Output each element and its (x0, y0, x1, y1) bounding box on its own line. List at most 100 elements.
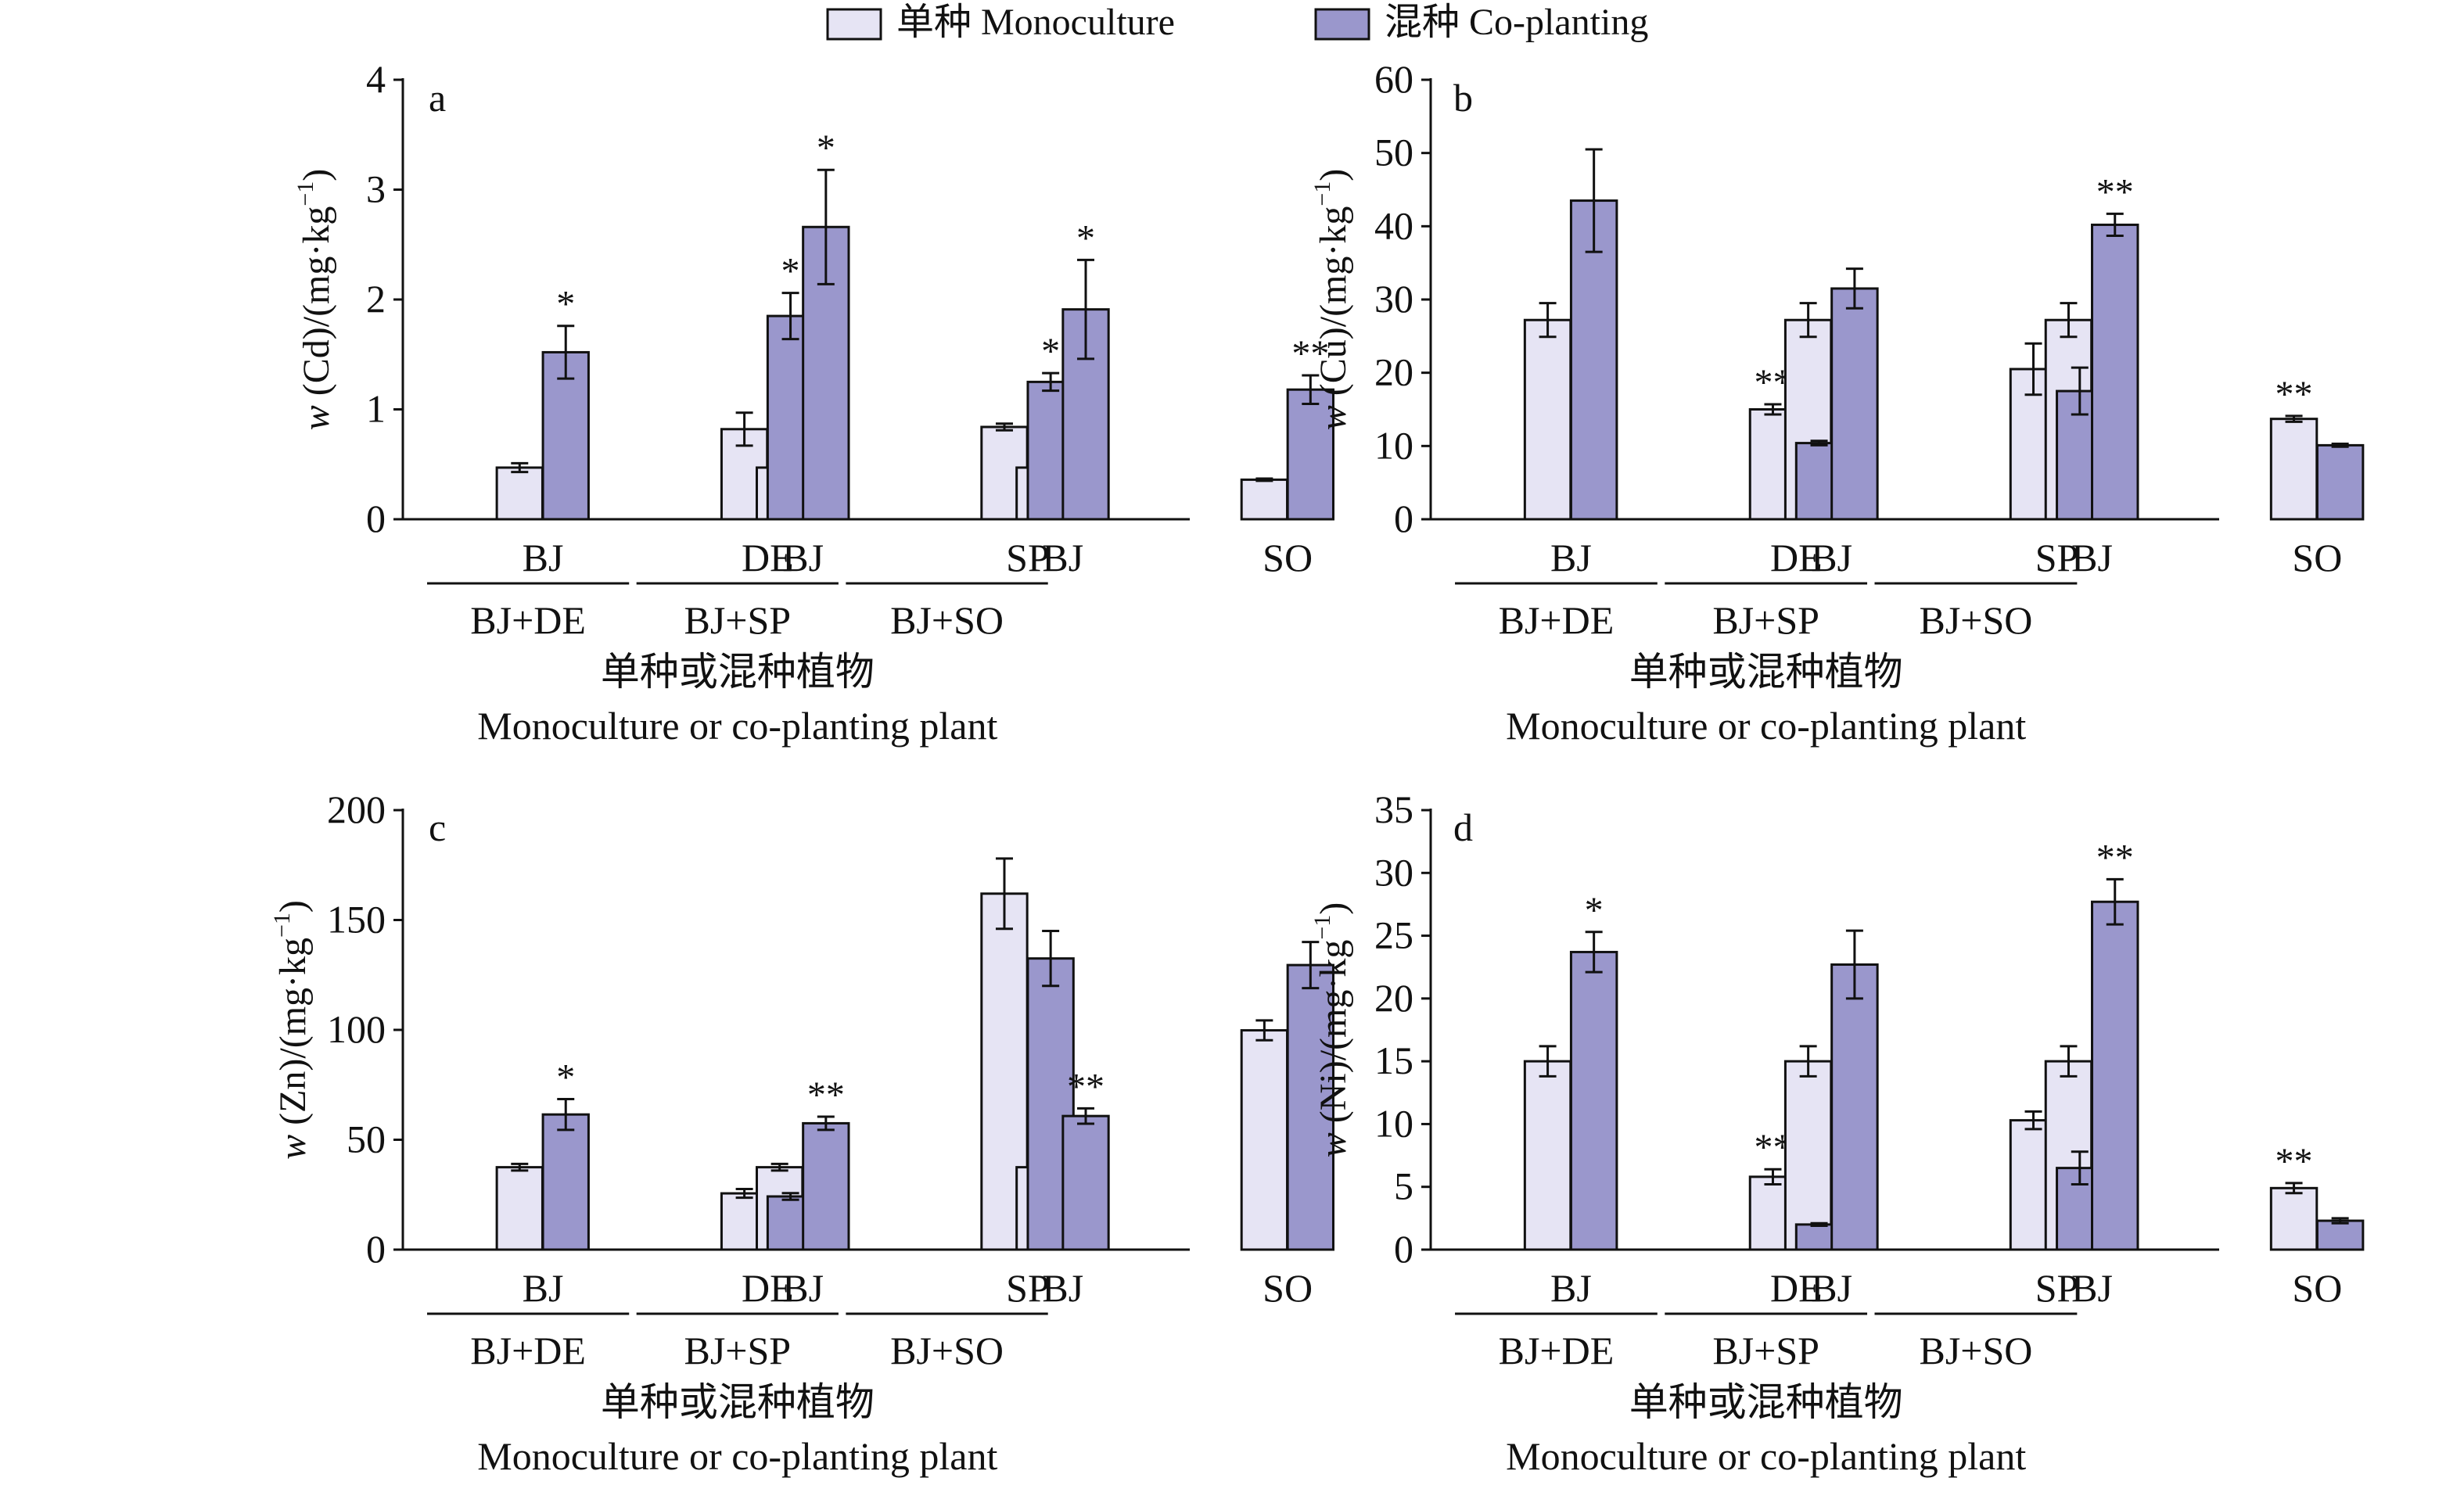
y-axis-title-superscript: −1 (269, 913, 295, 938)
legend-swatch-2 (1314, 8, 1370, 41)
y-tick-label: 20 (1374, 350, 1413, 394)
y-tick-label: 15 (1374, 1038, 1413, 1082)
error-bar (735, 411, 753, 447)
category-label: BJ (523, 1266, 564, 1310)
x-axis-title-chinese: 单种或混种植物 (601, 650, 875, 694)
error-bar (1255, 1019, 1273, 1042)
category-label: SP (1006, 1266, 1050, 1310)
error-bar (770, 1162, 788, 1172)
group-label: BJ+DE (470, 1329, 586, 1372)
category-label: SO (2292, 536, 2342, 579)
group-label: BJ+SO (890, 598, 1004, 642)
coplanting-bar-bj (1830, 287, 1879, 521)
legend-label-1: 单种 Monoculture (896, 2, 1175, 43)
error-bar (2331, 1217, 2349, 1225)
y-tick-label: 150 (327, 898, 386, 942)
error-bar (1539, 302, 1557, 339)
error-bar (1585, 148, 1603, 253)
group-label: BJ+DE (1499, 598, 1615, 642)
y-tick-label: 3 (366, 167, 386, 211)
coplanting-bar-bj (541, 350, 590, 521)
category-label: DE (1770, 536, 1823, 579)
significance-mark: * (556, 1057, 575, 1099)
error-bar (817, 1115, 835, 1132)
panel-letter: c (429, 805, 446, 849)
group-label: BJ+DE (1499, 1329, 1615, 1372)
error-bar (1799, 302, 1817, 339)
coplanting-bar-bj (1830, 963, 1879, 1251)
error-bar (2106, 877, 2124, 926)
category-label: BJ (1550, 536, 1592, 579)
y-axis-title-superscript: −1 (1309, 915, 1335, 940)
y-tick-label: 25 (1374, 913, 1413, 957)
category-label: BJ (782, 536, 824, 579)
x-axis-title-english: Monoculture or co-planting plant (477, 704, 997, 748)
error-bar (2060, 1045, 2078, 1078)
y-axis-title: w (Zn)/(mg·kg−1) (269, 900, 314, 1160)
y-tick-label: 30 (1374, 277, 1413, 321)
y-axis-title-end: ) (1313, 902, 1354, 915)
category-label: SP (2035, 1266, 2079, 1310)
category-label: SO (1263, 1266, 1313, 1310)
y-tick-label: 4 (366, 57, 386, 101)
panel-letter: a (429, 76, 446, 120)
y-axis-title-superscript: −1 (293, 181, 318, 206)
error-bar (1845, 267, 1863, 310)
category-label: BJ (1042, 536, 1083, 579)
x-axis-title-english: Monoculture or co-planting plant (1506, 704, 2026, 748)
y-axis-title-variable: w (272, 1135, 314, 1160)
coplanting-bar-bj (2091, 223, 2139, 521)
group-label: BJ+SP (684, 598, 791, 642)
panel-letter: d (1453, 805, 1473, 849)
y-axis-title-end: ) (296, 169, 337, 181)
y-axis-title-variable: w (296, 405, 337, 430)
group-label: BJ+SO (890, 1329, 1004, 1372)
y-tick-label: 40 (1374, 203, 1413, 247)
significance-mark: * (1076, 217, 1095, 259)
error-bar (1764, 1168, 1782, 1186)
y-tick-label: 2 (366, 277, 386, 321)
y-axis-title-variable: w (1313, 1132, 1354, 1157)
significance-mark: * (556, 284, 575, 325)
y-tick-label: 60 (1374, 57, 1413, 101)
group-label: BJ+SP (1712, 598, 1819, 642)
y-axis-title-end: ) (272, 900, 314, 913)
y-tick-label: 1 (366, 387, 386, 431)
legend: 单种 Monoculture 混种 Co-planting (826, 2, 1648, 43)
coplanting-bar-bj (1569, 950, 1618, 1251)
coplanting-bar-bj (541, 1113, 590, 1251)
significance-mark: ** (1067, 1066, 1104, 1107)
group-label: BJ+SP (1712, 1329, 1819, 1372)
error-bar (2285, 414, 2303, 423)
error-bar (2060, 302, 2078, 339)
x-axis-title-chinese: 单种或混种植物 (1629, 650, 1903, 694)
y-tick-label: 0 (1394, 1227, 1413, 1271)
significance-mark: ** (2096, 171, 2134, 213)
y-tick-label: 30 (1374, 850, 1413, 894)
y-tick-label: 10 (1374, 1101, 1413, 1145)
y-axis-title-text: (Cu)/(mg·kg (1313, 206, 1354, 406)
coplanting-bar-bj (2091, 900, 2139, 1251)
significance-mark: * (1041, 331, 1060, 372)
y-axis-title-variable: w (1313, 405, 1354, 430)
coplanting-bar-bj (802, 1121, 850, 1251)
error-bar (1077, 258, 1095, 360)
y-axis-title-superscript: −1 (1309, 181, 1335, 206)
error-bar (995, 857, 1013, 931)
category-label: SO (2292, 1266, 2342, 1310)
legend-swatch-1 (826, 8, 882, 41)
significance-mark: * (817, 127, 835, 169)
category-label: BJ (1811, 536, 1852, 579)
significance-mark: ** (2275, 374, 2313, 415)
error-bar (995, 422, 1013, 432)
y-tick-label: 0 (366, 497, 386, 540)
category-label: BJ (2071, 1266, 2113, 1310)
category-label: BJ (2071, 536, 2113, 579)
panel-letter: b (1453, 76, 1473, 120)
monoculture-bar-so (1240, 1029, 1289, 1251)
error-bar (511, 461, 529, 474)
error-bar (511, 1162, 529, 1172)
